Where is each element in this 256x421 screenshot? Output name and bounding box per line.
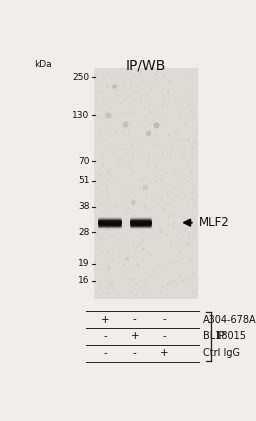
Text: IP/WB: IP/WB <box>126 59 166 73</box>
Text: A304-678A: A304-678A <box>203 314 256 325</box>
Text: 38: 38 <box>78 202 90 211</box>
Text: 19: 19 <box>78 259 90 268</box>
Text: -: - <box>103 331 107 341</box>
Text: -: - <box>133 314 137 325</box>
Text: +: + <box>131 331 139 341</box>
Text: IP: IP <box>216 331 226 341</box>
Text: Ctrl IgG: Ctrl IgG <box>203 348 240 358</box>
Text: -: - <box>163 331 166 341</box>
Text: +: + <box>101 314 110 325</box>
Text: 28: 28 <box>78 228 90 237</box>
Text: -: - <box>163 314 166 325</box>
Text: 130: 130 <box>72 111 90 120</box>
Text: kDa: kDa <box>34 60 52 69</box>
Text: 250: 250 <box>72 72 90 82</box>
Text: BL18015: BL18015 <box>203 331 246 341</box>
Text: 70: 70 <box>78 157 90 166</box>
Text: -: - <box>103 348 107 358</box>
Text: 16: 16 <box>78 276 90 285</box>
Text: -: - <box>133 348 137 358</box>
Bar <box>94 68 198 298</box>
Text: 51: 51 <box>78 176 90 185</box>
Text: MLF2: MLF2 <box>199 216 229 229</box>
Text: +: + <box>160 348 169 358</box>
